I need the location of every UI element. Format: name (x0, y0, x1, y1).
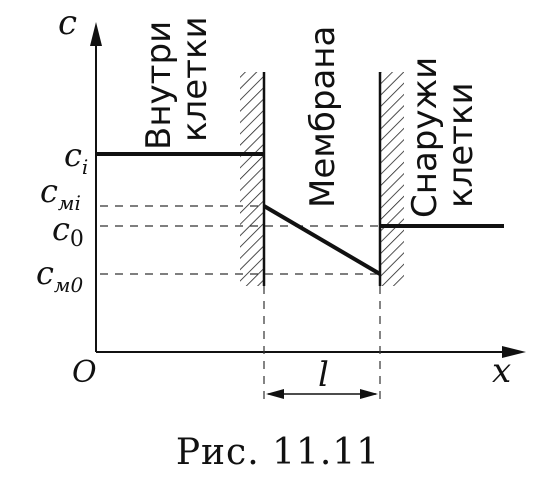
ci-label: ci (64, 136, 88, 179)
y-axis-label: c (58, 3, 77, 43)
thickness-arrow-right (360, 389, 378, 399)
membrane-region-label: Мембрана (303, 26, 343, 208)
y-axis-arrow (90, 22, 102, 46)
right-wall-hatch (380, 72, 404, 286)
axes (90, 22, 526, 358)
figure-caption: Рис. 11.11 (175, 432, 381, 473)
cm0-label: cм0 (36, 254, 84, 297)
left-wall-hatch (240, 72, 264, 286)
thickness-label: l (318, 355, 329, 395)
x-axis-label: x (492, 351, 511, 391)
membrane-label: Мембрана (303, 26, 343, 208)
origin-label: O (72, 355, 97, 390)
outside-region-label: Снаружи клетки (405, 57, 481, 218)
thickness-arrow-left (266, 389, 284, 399)
thickness-dimension (266, 389, 378, 399)
inside-label-line2: клетки (175, 16, 215, 142)
c0-label: c0 (52, 210, 84, 252)
inside-label-line1: Внутри (139, 21, 179, 150)
guide-lines (100, 205, 381, 400)
outside-label-line2: клетки (441, 82, 481, 208)
concentration-profile (96, 152, 504, 276)
x-axis-arrow (502, 346, 526, 358)
inside-region-label: Внутри клетки (139, 16, 215, 150)
membrane-walls (240, 72, 404, 286)
outside-label-line1: Снаружи (405, 57, 445, 218)
cmi-label: cмi (40, 172, 81, 215)
membrane-gradient-line (262, 204, 382, 276)
